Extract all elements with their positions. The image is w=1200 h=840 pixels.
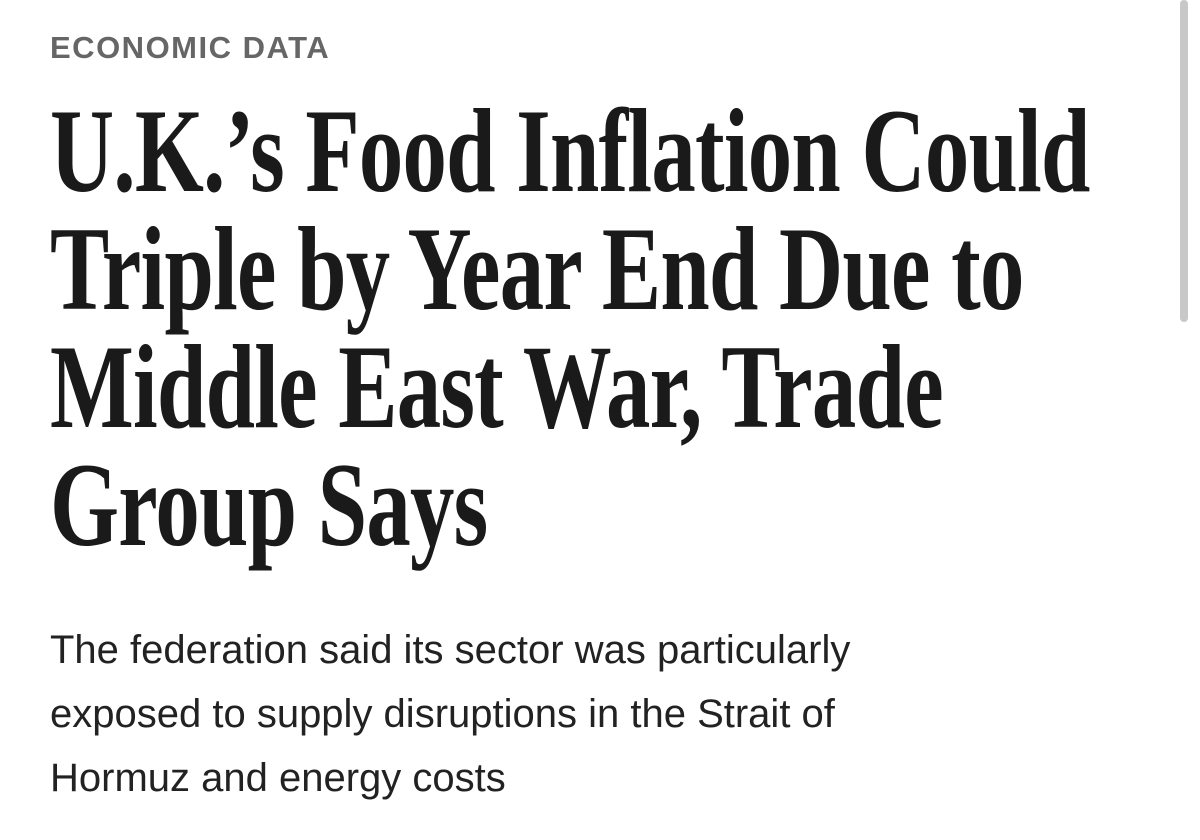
summary-line: The federation said its sector was parti… <box>50 628 851 672</box>
section-label[interactable]: ECONOMIC DATA <box>50 30 331 65</box>
headline-line: Group Says <box>50 438 488 571</box>
summary-line: Hormuz and energy costs <box>50 756 506 800</box>
scrollbar[interactable] <box>1180 0 1188 322</box>
headline-line: Triple by Year End Due to <box>50 202 1024 335</box>
headline-line: U.K.’s Food Inflation Could <box>50 84 1090 217</box>
headline-line: Middle East War, Trade <box>50 320 944 453</box>
summary: The federation said its sector was parti… <box>50 618 1150 810</box>
headline[interactable]: U.K.’s Food Inflation Could Triple by Yea… <box>50 84 1110 571</box>
summary-line: exposed to supply disruptions in the Str… <box>50 692 835 736</box>
